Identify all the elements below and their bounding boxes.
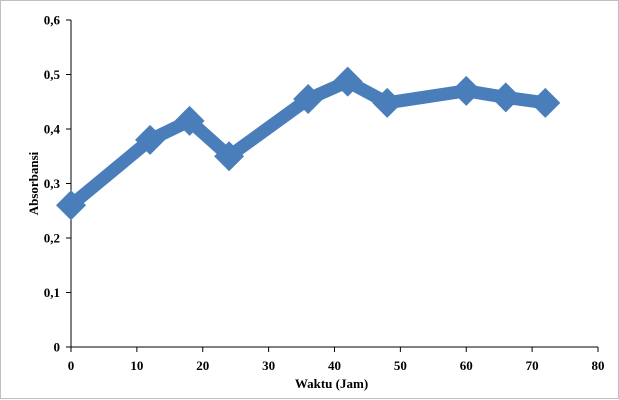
x-tick-label: 30 — [262, 358, 275, 373]
y-tick-label: 0,4 — [44, 122, 61, 137]
data-point-marker — [214, 141, 245, 172]
x-axis-title: Waktu (Jam) — [295, 376, 368, 391]
data-point-marker — [293, 84, 324, 115]
series-line — [64, 75, 552, 212]
data-point-marker — [332, 66, 363, 97]
data-point-marker — [174, 105, 205, 136]
x-tick-label: 70 — [526, 358, 539, 373]
y-tick-label: 0 — [54, 340, 61, 355]
data-point-marker — [530, 87, 561, 118]
x-tick-label: 60 — [460, 358, 473, 373]
data-point-marker — [451, 75, 482, 106]
x-tick-label: 10 — [130, 358, 143, 373]
data-point-marker — [372, 87, 403, 118]
axes: 0 0,1 0,2 0,3 0,4 0,5 0,6 0 10 20 30 40 50 60 70 80 — [44, 13, 605, 374]
y-tick-label: 0,6 — [44, 13, 61, 28]
x-tick-label: 20 — [196, 358, 209, 373]
x-tick-label: 80 — [592, 358, 605, 373]
series-layer — [56, 66, 561, 221]
y-tick-label: 0,5 — [44, 67, 61, 82]
data-point-marker — [135, 124, 166, 155]
x-tick-label: 40 — [328, 358, 341, 373]
data-point-marker — [56, 190, 86, 221]
data-point-marker — [490, 82, 521, 113]
y-tick-label: 0,3 — [44, 176, 61, 191]
x-tick-label: 50 — [394, 358, 407, 373]
y-tick-label: 0,1 — [44, 285, 60, 300]
x-tick-label: 0 — [68, 358, 75, 373]
y-tick-label: 0,2 — [44, 231, 60, 246]
y-axis-title: Absorbansi — [26, 151, 41, 215]
